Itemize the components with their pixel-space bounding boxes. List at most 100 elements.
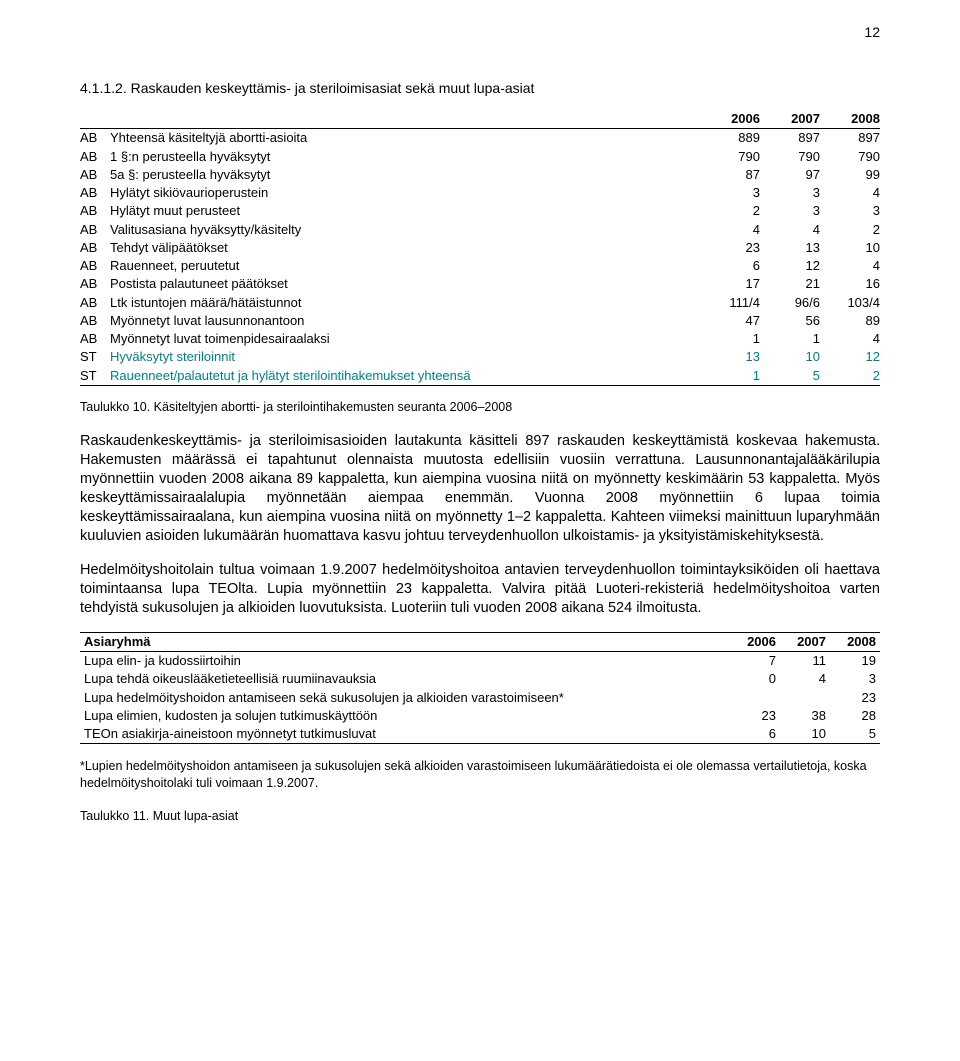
row-value: 3 xyxy=(820,202,880,220)
row-label: Lupa elimien, kudosten ja solujen tutkim… xyxy=(80,707,730,725)
row-value: 3 xyxy=(760,202,820,220)
row-label: Lupa tehdä oikeuslääketieteellisiä ruumi… xyxy=(80,670,730,688)
row-value: 47 xyxy=(700,312,760,330)
row-label: Myönnetyt luvat toimenpidesairaalaksi xyxy=(110,330,700,348)
table1-caption: Taulukko 10. Käsiteltyjen abortti- ja st… xyxy=(80,400,880,414)
row-value: 11 xyxy=(780,652,830,671)
row-value: 4 xyxy=(820,330,880,348)
row-label: Valitusasiana hyväksytty/käsitelty xyxy=(110,221,700,239)
table-row: AB5a §: perusteella hyväksytyt879799 xyxy=(80,166,880,184)
row-value: 5 xyxy=(830,725,880,744)
year-col-header: 2008 xyxy=(830,632,880,651)
row-value: 17 xyxy=(700,275,760,293)
row-label: Yhteensä käsiteltyjä abortti-asioita xyxy=(110,129,700,148)
row-value: 6 xyxy=(730,725,780,744)
row-value: 2 xyxy=(700,202,760,220)
document-page: 12 4.1.1.2. Raskauden keskeyttämis- ja s… xyxy=(0,0,960,881)
row-value: 23 xyxy=(730,707,780,725)
row-label: 5a §: perusteella hyväksytyt xyxy=(110,166,700,184)
table-header-row: Asiaryhmä200620072008 xyxy=(80,632,880,651)
year-col-header: 2006 xyxy=(700,110,760,129)
year-col-header: 2006 xyxy=(730,632,780,651)
paragraph-2: Hedelmöityshoitolain tultua voimaan 1.9.… xyxy=(80,561,880,618)
row-code: AB xyxy=(80,239,110,257)
row-value: 38 xyxy=(780,707,830,725)
row-label: Postista palautuneet päätökset xyxy=(110,275,700,293)
table2-caption: Taulukko 11. Muut lupa-asiat xyxy=(80,809,880,823)
row-label: TEOn asiakirja-aineistoon myönnetyt tutk… xyxy=(80,725,730,744)
row-code: ST xyxy=(80,367,110,386)
table-row: Lupa tehdä oikeuslääketieteellisiä ruumi… xyxy=(80,670,880,688)
row-value: 4 xyxy=(820,184,880,202)
row-value: 23 xyxy=(830,689,880,707)
row-value: 21 xyxy=(760,275,820,293)
row-value: 790 xyxy=(700,148,760,166)
row-code: ST xyxy=(80,348,110,366)
row-value: 12 xyxy=(760,257,820,275)
row-code: AB xyxy=(80,129,110,148)
row-code: AB xyxy=(80,221,110,239)
row-value: 790 xyxy=(760,148,820,166)
row-label: Hylätyt sikiövaurioperustein xyxy=(110,184,700,202)
row-label: Lupa hedelmöityshoidon antamiseen sekä s… xyxy=(80,689,730,707)
header-label: Asiaryhmä xyxy=(80,632,730,651)
row-value: 4 xyxy=(820,257,880,275)
row-value: 97 xyxy=(760,166,820,184)
row-value: 3 xyxy=(760,184,820,202)
row-value: 4 xyxy=(780,670,830,688)
row-value: 6 xyxy=(700,257,760,275)
row-label: Rauenneet, peruutetut xyxy=(110,257,700,275)
row-value: 28 xyxy=(830,707,880,725)
year-col-header: 2008 xyxy=(820,110,880,129)
table-header-row: 200620072008 xyxy=(80,110,880,129)
row-value: 96/6 xyxy=(760,294,820,312)
table-row: ABMyönnetyt luvat toimenpidesairaalaksi1… xyxy=(80,330,880,348)
row-value: 889 xyxy=(700,129,760,148)
table-row: Lupa elin- ja kudossiirtoihin71119 xyxy=(80,652,880,671)
row-code: AB xyxy=(80,312,110,330)
row-value: 13 xyxy=(760,239,820,257)
table-row: ABRauenneet, peruutetut6124 xyxy=(80,257,880,275)
table-row: ABValitusasiana hyväksytty/käsitelty442 xyxy=(80,221,880,239)
row-code: AB xyxy=(80,166,110,184)
row-value: 3 xyxy=(830,670,880,688)
row-value: 10 xyxy=(820,239,880,257)
row-code: AB xyxy=(80,294,110,312)
row-value: 12 xyxy=(820,348,880,366)
row-label: Myönnetyt luvat lausunnonantoon xyxy=(110,312,700,330)
table-abortti-steriloinnit: 200620072008ABYhteensä käsiteltyjä abort… xyxy=(80,110,880,386)
row-label: Rauenneet/palautetut ja hylätyt steriloi… xyxy=(110,367,700,386)
row-value: 87 xyxy=(700,166,760,184)
table-row: ABTehdyt välipäätökset231310 xyxy=(80,239,880,257)
table-row: AB1 §:n perusteella hyväksytyt790790790 xyxy=(80,148,880,166)
row-value: 103/4 xyxy=(820,294,880,312)
row-value: 790 xyxy=(820,148,880,166)
row-code: AB xyxy=(80,330,110,348)
row-value: 1 xyxy=(700,367,760,386)
paragraph-1: Raskaudenkeskeyttämis- ja steriloimisasi… xyxy=(80,432,880,547)
row-value: 10 xyxy=(780,725,830,744)
table-row: STHyväksytyt steriloinnit131012 xyxy=(80,348,880,366)
year-col-header: 2007 xyxy=(780,632,830,651)
row-label: Lupa elin- ja kudossiirtoihin xyxy=(80,652,730,671)
section-heading: 4.1.1.2. Raskauden keskeyttämis- ja ster… xyxy=(80,80,880,96)
row-value: 0 xyxy=(730,670,780,688)
row-value: 23 xyxy=(700,239,760,257)
row-label: Hyväksytyt steriloinnit xyxy=(110,348,700,366)
row-value: 10 xyxy=(760,348,820,366)
table-row: STRauenneet/palautetut ja hylätyt steril… xyxy=(80,367,880,386)
row-value xyxy=(730,689,780,707)
row-value: 1 xyxy=(760,330,820,348)
table-row: Lupa hedelmöityshoidon antamiseen sekä s… xyxy=(80,689,880,707)
row-value: 111/4 xyxy=(700,294,760,312)
table-row: ABHylätyt muut perusteet233 xyxy=(80,202,880,220)
table-row: Lupa elimien, kudosten ja solujen tutkim… xyxy=(80,707,880,725)
row-value: 4 xyxy=(700,221,760,239)
row-label: Ltk istuntojen määrä/hätäistunnot xyxy=(110,294,700,312)
row-code: AB xyxy=(80,257,110,275)
row-value: 99 xyxy=(820,166,880,184)
row-value: 1 xyxy=(700,330,760,348)
row-value: 19 xyxy=(830,652,880,671)
table-asiaryhma: Asiaryhmä200620072008Lupa elin- ja kudos… xyxy=(80,632,880,745)
year-col-header: 2007 xyxy=(760,110,820,129)
